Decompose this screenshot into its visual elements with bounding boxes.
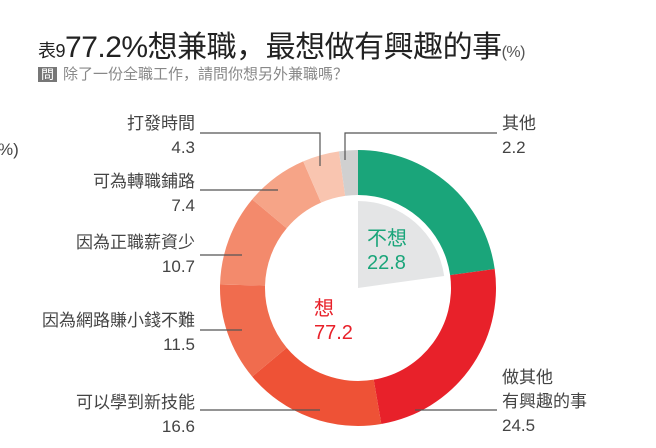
- slice-name-line1: 做其他: [502, 368, 553, 387]
- label-slice-4: 因為正職薪資少 10.7: [76, 231, 195, 279]
- donut-slice-1: [373, 268, 496, 425]
- slice-value: 4.3: [171, 138, 195, 157]
- question-tag: 問: [38, 67, 58, 82]
- donut-slice-6: [303, 151, 346, 203]
- donut-slice-4: [220, 199, 287, 286]
- leader-line-1: [344, 132, 497, 160]
- slice-value: 24.5: [502, 416, 536, 435]
- slice-name: 因為正職薪資少: [76, 233, 195, 252]
- label-slice-1: 做其他有興趣的事 24.5: [502, 366, 587, 438]
- donut-slice-5: [252, 161, 322, 229]
- slice-name-line2: 有興趣的事: [502, 392, 587, 411]
- question: 問除了一份全職工作，請問你想另外兼職嗎？: [38, 63, 348, 84]
- donut-slice-7: [338, 150, 358, 196]
- inner-value: 77.2: [314, 322, 353, 344]
- question-text: 除了一份全職工作，請問你想另外兼職嗎？: [63, 66, 349, 83]
- inner-value: 22.8: [367, 252, 406, 274]
- slice-value: 2.2: [502, 138, 526, 157]
- label-slice-7: 其他 2.2: [502, 112, 536, 160]
- donut-slice-2: [252, 347, 382, 426]
- leader-line-0: [200, 132, 321, 166]
- title-text: 77.2%想兼職，最想做有興趣的事: [65, 31, 502, 64]
- inner-name: 不想: [367, 228, 407, 250]
- slice-value: 10.7: [161, 257, 195, 276]
- slice-value: 7.4: [171, 196, 195, 215]
- inner-label-yes: 想 77.2: [314, 297, 353, 345]
- label-slice-3: 因為網路賺小錢不難 11.5: [42, 309, 195, 357]
- label-slice-5: 可為轉職鋪路 7.4: [93, 170, 195, 218]
- slice-name: 其他: [502, 114, 536, 133]
- unit-label: (%): [501, 44, 526, 61]
- cut-off-unit-fragment: %): [0, 140, 19, 159]
- slice-name: 因為網路賺小錢不難: [42, 311, 195, 330]
- inner-sector-no: [358, 201, 445, 288]
- slice-name: 可為轉職鋪路: [93, 172, 195, 191]
- slice-name: 打發時間: [127, 114, 195, 133]
- chart-title: 表977.2%想兼職，最想做有興趣的事(%): [38, 22, 525, 66]
- label-slice-6: 打發時間 4.3: [127, 112, 195, 160]
- table-number: 表9: [38, 41, 66, 61]
- inner-name: 想: [314, 298, 334, 320]
- slice-value: 16.6: [161, 417, 195, 436]
- donut-slice-3: [220, 284, 287, 377]
- slice-name: 可以學到新技能: [76, 393, 195, 412]
- label-slice-2: 可以學到新技能 16.6: [76, 391, 195, 439]
- inner-label-no: 不想 22.8: [367, 227, 407, 275]
- slice-value: 11.5: [163, 335, 195, 354]
- donut-slice-0: [358, 150, 495, 276]
